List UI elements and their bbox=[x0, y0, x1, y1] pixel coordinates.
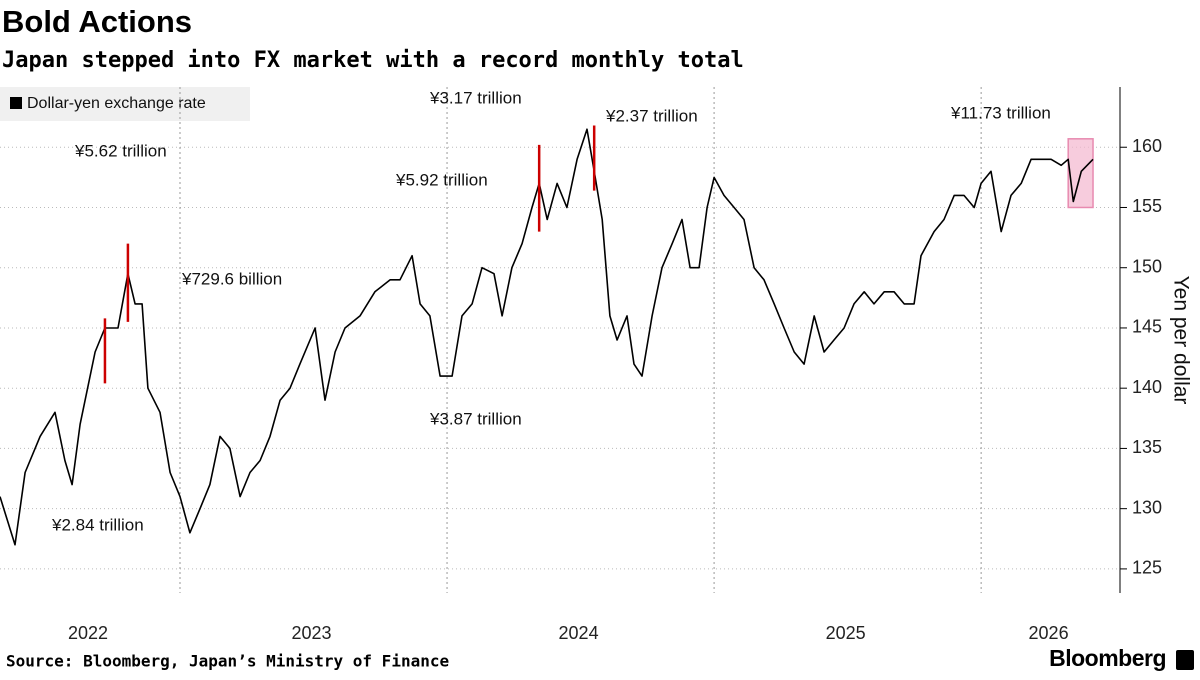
y-tick-label: 125 bbox=[1132, 558, 1162, 578]
y-tick-label: 155 bbox=[1132, 196, 1162, 216]
annotation: ¥3.87 trillion bbox=[429, 409, 522, 428]
annotation: ¥2.84 trillion bbox=[51, 515, 144, 534]
annotation: ¥2.37 trillion bbox=[605, 106, 698, 125]
price-line bbox=[0, 128, 1094, 546]
y-tick-label: 150 bbox=[1132, 256, 1162, 276]
x-tick-label: 2026 bbox=[1029, 623, 1069, 643]
y-tick-label: 130 bbox=[1132, 497, 1162, 517]
x-tick-label: 2024 bbox=[559, 623, 599, 643]
legend-box bbox=[0, 87, 250, 121]
brand-icon bbox=[1176, 650, 1194, 670]
y-tick-label: 160 bbox=[1132, 136, 1162, 156]
annotation: ¥5.62 trillion bbox=[74, 141, 167, 160]
annotation: ¥11.73 trillion bbox=[950, 103, 1051, 122]
y-tick-label: 140 bbox=[1132, 377, 1162, 397]
source: Source: Bloomberg, Japan’s Ministry of F… bbox=[6, 652, 449, 671]
y-tick-label: 135 bbox=[1132, 437, 1162, 457]
y-axis-title: Yen per dollar bbox=[1169, 276, 1192, 405]
chart-title: Bold Actions bbox=[2, 4, 192, 39]
annotation: ¥3.17 trillion bbox=[429, 88, 522, 107]
chart-subtitle: Japan stepped into FX market with a reco… bbox=[2, 48, 744, 73]
annotation: ¥729.6 billion bbox=[181, 269, 282, 288]
legend: Dollar-yen exchange rate bbox=[0, 87, 250, 121]
annotation: ¥5.92 trillion bbox=[395, 170, 488, 189]
legend-label: Dollar-yen exchange rate bbox=[27, 95, 206, 112]
legend-swatch bbox=[10, 97, 22, 109]
x-tick-label: 2025 bbox=[826, 623, 866, 643]
x-tick-label: 2022 bbox=[68, 623, 108, 643]
x-tick-label: 2023 bbox=[291, 623, 331, 643]
y-tick-label: 145 bbox=[1132, 317, 1162, 337]
brand: Bloomberg bbox=[1049, 645, 1166, 671]
